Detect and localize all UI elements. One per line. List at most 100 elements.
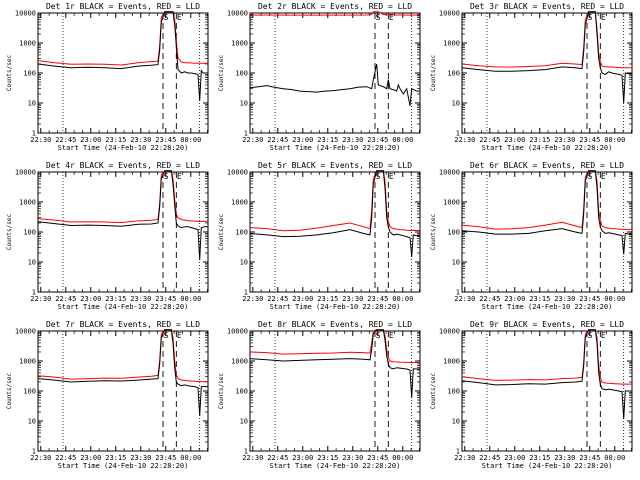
- chart-title: Det 4r BLACK = Events, RED = LLD: [46, 161, 200, 170]
- x-tick-label: 22:30: [242, 136, 263, 144]
- x-tick-label: 23:00: [292, 454, 313, 462]
- chart-panel-8: Det 8r BLACK = Events, RED = LLD 1 10 100 10…: [218, 320, 421, 470]
- series-line-events: [461, 329, 632, 419]
- start-marker-label: S: [164, 331, 169, 340]
- y-tick-label: 100: [235, 229, 248, 237]
- x-tick-label: 22:30: [242, 454, 263, 462]
- x-tick-label: 00:00: [604, 454, 625, 462]
- x-tick-label: 22:45: [55, 454, 76, 462]
- y-tick-label: 10000: [227, 10, 248, 18]
- x-tick-label: 23:45: [155, 454, 176, 462]
- y-tick-label: 1000: [231, 40, 248, 48]
- y-tick-label: 10000: [15, 169, 36, 177]
- x-axis-label: Start Time (24-Feb-10 22:28:20): [270, 303, 401, 311]
- end-marker-label: E: [601, 172, 606, 181]
- x-tick-label: 23:15: [317, 136, 338, 144]
- x-axis-label: Start Time (24-Feb-10 22:28:20): [482, 303, 613, 311]
- y-tick-label: 10000: [439, 169, 460, 177]
- x-tick-label: 23:45: [155, 295, 176, 303]
- chart-panel-6: Det 6r BLACK = Events, RED = LLD 1 10 100 10…: [430, 161, 633, 311]
- start-marker-label: S: [588, 13, 593, 22]
- start-marker-label: S: [164, 13, 169, 22]
- y-tick-label: 10000: [439, 328, 460, 336]
- y-axis-label: Counts/sec: [430, 55, 437, 92]
- x-tick-label: 23:00: [80, 136, 101, 144]
- y-tick-label: 100: [23, 70, 36, 78]
- chart-panel-3: Det 3r BLACK = Events, RED = LLD 1 10 100 10…: [430, 2, 633, 152]
- y-tick-label: 1: [244, 289, 248, 297]
- x-tick-label: 23:00: [504, 295, 525, 303]
- end-marker-label: E: [601, 13, 606, 22]
- series-line-events: [249, 170, 420, 257]
- x-tick-label: 22:45: [479, 454, 500, 462]
- x-tick-label: 00:00: [604, 136, 625, 144]
- y-axis-label: Counts/sec: [218, 55, 225, 92]
- x-tick-label: 23:30: [342, 454, 363, 462]
- start-marker-label: S: [376, 331, 381, 340]
- x-tick-label: 23:00: [504, 136, 525, 144]
- x-tick-label: 22:45: [55, 136, 76, 144]
- y-tick-label: 100: [447, 388, 460, 396]
- x-tick-label: 22:30: [454, 454, 475, 462]
- x-tick-label: 23:15: [105, 295, 126, 303]
- chart-title: Det 7r BLACK = Events, RED = LLD: [46, 320, 200, 329]
- x-axis-label: Start Time (24-Feb-10 22:28:20): [58, 303, 189, 311]
- x-tick-label: 23:15: [317, 454, 338, 462]
- x-tick-label: 00:00: [392, 136, 413, 144]
- chart-title: Det 1r BLACK = Events, RED = LLD: [46, 2, 200, 11]
- start-marker-label: S: [588, 331, 593, 340]
- y-tick-label: 1000: [231, 199, 248, 207]
- x-tick-label: 22:45: [479, 295, 500, 303]
- y-tick-label: 1: [456, 130, 460, 138]
- series-line-events: [249, 329, 420, 398]
- y-tick-label: 100: [447, 70, 460, 78]
- chart-panel-9: Det 9r BLACK = Events, RED = LLD 1 10 100 10…: [430, 320, 633, 470]
- y-tick-label: 1000: [19, 358, 36, 366]
- series-line-lld: [249, 11, 420, 16]
- y-tick-label: 100: [23, 388, 36, 396]
- series-line-events: [461, 170, 632, 255]
- x-axis-label: Start Time (24-Feb-10 22:28:20): [58, 462, 189, 470]
- x-tick-label: 23:15: [105, 136, 126, 144]
- y-tick-label: 1: [456, 289, 460, 297]
- series-line-events: [37, 329, 208, 416]
- x-tick-label: 22:30: [454, 295, 475, 303]
- x-axis-label: Start Time (24-Feb-10 22:28:20): [270, 144, 401, 152]
- x-axis-label: Start Time (24-Feb-10 22:28:20): [58, 144, 189, 152]
- x-tick-label: 23:15: [529, 295, 550, 303]
- y-tick-label: 10000: [15, 328, 36, 336]
- x-tick-label: 23:45: [579, 295, 600, 303]
- x-tick-label: 22:45: [55, 295, 76, 303]
- x-tick-label: 22:30: [30, 454, 51, 462]
- y-tick-label: 10: [240, 259, 248, 267]
- series-line-events: [461, 11, 632, 104]
- end-marker-label: E: [177, 13, 182, 22]
- y-tick-label: 10: [28, 100, 36, 108]
- chart-title: Det 6r BLACK = Events, RED = LLD: [470, 161, 624, 170]
- chart-panel-2: Det 2r BLACK = Events, RED = LLD 1 10 100 10…: [218, 2, 421, 152]
- start-marker-label: S: [376, 172, 381, 181]
- y-axis-label: Counts/sec: [6, 214, 13, 251]
- start-marker-label: S: [164, 172, 169, 181]
- y-tick-label: 10000: [15, 10, 36, 18]
- x-tick-label: 22:45: [267, 136, 288, 144]
- y-tick-label: 1000: [443, 358, 460, 366]
- y-tick-label: 1000: [19, 199, 36, 207]
- x-tick-label: 23:45: [579, 136, 600, 144]
- x-tick-label: 22:45: [479, 136, 500, 144]
- x-tick-label: 00:00: [180, 454, 201, 462]
- chart-panel-4: Det 4r BLACK = Events, RED = LLD 1 10 100 10…: [6, 161, 209, 311]
- x-tick-label: 22:30: [30, 295, 51, 303]
- x-tick-label: 23:30: [342, 136, 363, 144]
- y-tick-label: 10000: [227, 169, 248, 177]
- y-tick-label: 1: [244, 130, 248, 138]
- chart-panel-1: Det 1r BLACK = Events, RED = LLD 1 10 100 10…: [6, 2, 209, 152]
- x-tick-label: 23:30: [554, 454, 575, 462]
- y-tick-label: 100: [235, 388, 248, 396]
- y-tick-label: 1000: [443, 199, 460, 207]
- chart-title: Det 8r BLACK = Events, RED = LLD: [258, 320, 412, 329]
- y-tick-label: 1000: [231, 358, 248, 366]
- x-tick-label: 23:30: [130, 454, 151, 462]
- x-tick-label: 23:15: [529, 454, 550, 462]
